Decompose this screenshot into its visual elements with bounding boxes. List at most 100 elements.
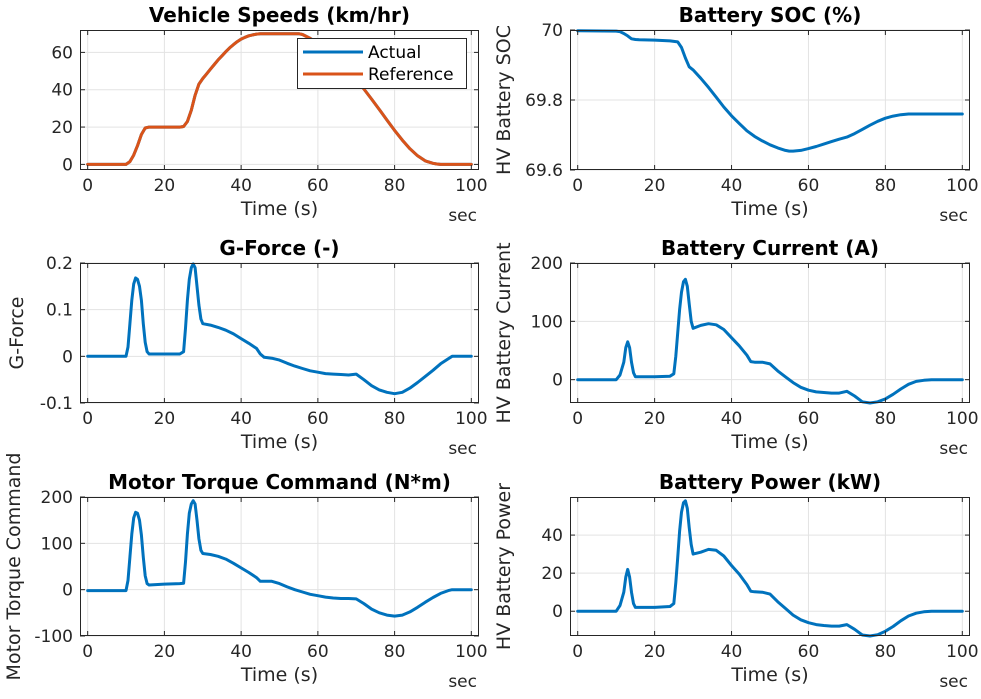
- x-tick-label: 60: [307, 176, 329, 196]
- x-axis-label: Time (s): [730, 431, 808, 453]
- series-line-soc: [576, 29, 964, 153]
- chart-torque: 0 20 40 60 80 100 -100 0 100 200 Motor Torque Comm…: [3, 453, 488, 692]
- legend-box: [297, 38, 467, 89]
- x-axis-unit: sec: [939, 206, 968, 226]
- x-tick-label: 100: [946, 176, 978, 196]
- x-axis-unit: sec: [939, 439, 968, 459]
- y-tick-label: 200: [41, 488, 73, 508]
- x-tick-label: 60: [307, 409, 329, 429]
- axes-frame: [570, 263, 970, 403]
- x-tick-label: 20: [644, 176, 666, 196]
- y-tick-label: 20: [51, 118, 73, 138]
- y-tick-label: 0.1: [46, 301, 73, 321]
- y-tick-label: 200: [531, 254, 563, 274]
- chart-current: 0 20 40 60 80 100 0 100 200 Battery Current (A) Ti…: [493, 236, 979, 459]
- y-tick-label: 0: [552, 371, 563, 391]
- x-tick-label: 40: [721, 642, 743, 662]
- x-tick-label: 80: [875, 409, 897, 429]
- series-line-reference: [86, 32, 473, 166]
- y-axis-label: HV Battery Current: [493, 242, 515, 423]
- axes-frame: [570, 497, 970, 636]
- x-tick-label: 0: [572, 176, 583, 196]
- x-tick-label: 20: [154, 642, 176, 662]
- x-tick-label: 100: [946, 642, 978, 662]
- x-tick-label: 40: [230, 176, 252, 196]
- x-axis-unit: sec: [939, 672, 968, 692]
- y-tick-label: 60: [51, 43, 73, 63]
- chart-power: 0 20 40 60 80 100 0 20 40 Battery Power (kW) Time …: [493, 470, 979, 692]
- x-tick-label: 20: [154, 176, 176, 196]
- chart-speeds: 0 20 40 60 80 100 0 20 40 60 Vehicle Speeds (km/hr…: [51, 3, 487, 226]
- x-tick-label: 100: [455, 176, 487, 196]
- chart-title: Battery Power (kW): [659, 470, 881, 494]
- y-tick-label: -0.1: [40, 394, 73, 414]
- y-tick-label: 0: [62, 155, 73, 175]
- x-tick-label: 80: [875, 642, 897, 662]
- x-tick-label: 60: [798, 642, 820, 662]
- y-axis-label: HV Battery Power: [493, 483, 515, 650]
- x-tick-label: 80: [384, 176, 406, 196]
- plot-area: [80, 263, 479, 403]
- x-tick-label: 100: [946, 409, 978, 429]
- y-tick-label: 69.6: [525, 161, 563, 181]
- x-tick-label: 80: [875, 176, 897, 196]
- y-tick-label: -100: [34, 627, 73, 647]
- y-axis-label: G-Force: [6, 297, 28, 370]
- y-tick-label: 20: [541, 564, 563, 584]
- x-tick-label: 40: [721, 409, 743, 429]
- chart-soc: 0 20 40 60 80 100 69.6 69.8 70 Battery SOC (%) Tim…: [493, 3, 979, 226]
- axes-frame: [80, 30, 479, 170]
- y-tick-label: 100: [531, 312, 563, 332]
- x-tick-label: 80: [384, 642, 406, 662]
- x-tick-label: 40: [230, 409, 252, 429]
- chart-title: Battery Current (A): [661, 236, 879, 260]
- x-tick-label: 60: [307, 642, 329, 662]
- x-tick-label: 40: [230, 642, 252, 662]
- legend-label-reference: Reference: [368, 65, 454, 85]
- y-tick-label: 40: [51, 81, 73, 101]
- series-line-gforce: [86, 262, 473, 396]
- x-axis-label: Time (s): [240, 198, 318, 220]
- y-tick-label: 0: [552, 602, 563, 622]
- plot-area: [80, 497, 479, 636]
- y-axis-label: HV Battery SOC: [493, 25, 515, 175]
- x-tick-label: 80: [384, 409, 406, 429]
- x-axis-unit: sec: [448, 206, 477, 226]
- x-axis-unit: sec: [448, 672, 477, 692]
- axes-frame: [80, 263, 479, 403]
- chart-title: Motor Torque Command (N*m): [108, 470, 451, 494]
- x-tick-label: 100: [455, 409, 487, 429]
- y-tick-label: 0: [62, 347, 73, 367]
- y-tick-label: 70: [541, 21, 563, 41]
- x-tick-label: 20: [644, 409, 666, 429]
- y-tick-label: 0.2: [46, 254, 73, 274]
- y-tick-label: 40: [541, 526, 563, 546]
- x-axis-label: Time (s): [240, 664, 318, 686]
- x-tick-label: 20: [154, 409, 176, 429]
- chart-title: G-Force (-): [219, 236, 339, 260]
- chart-gforce: 0 20 40 60 80 100 -0.1 0 0.1 0.2 G-Force (-) Time (…: [6, 236, 488, 459]
- plot-area: [570, 497, 970, 636]
- x-tick-label: 100: [455, 642, 487, 662]
- x-tick-label: 40: [721, 176, 743, 196]
- x-axis-label: Time (s): [730, 198, 808, 220]
- x-axis-label: Time (s): [240, 431, 318, 453]
- x-tick-label: 60: [798, 409, 820, 429]
- x-tick-label: 0: [572, 642, 583, 662]
- chart-title: Battery SOC (%): [679, 3, 862, 27]
- plot-area: [570, 263, 970, 403]
- y-tick-label: 100: [41, 534, 73, 554]
- axes-frame: [80, 497, 479, 636]
- chart-title: Vehicle Speeds (km/hr): [149, 3, 410, 27]
- x-axis-label: Time (s): [730, 664, 808, 686]
- y-tick-label: 69.8: [525, 91, 563, 111]
- x-tick-label: 0: [82, 642, 93, 662]
- x-tick-label: 60: [798, 176, 820, 196]
- x-tick-label: 0: [82, 409, 93, 429]
- legend-label-actual: Actual: [368, 43, 421, 63]
- x-tick-label: 0: [82, 176, 93, 196]
- y-axis-label: Motor Torque Command: [3, 453, 25, 681]
- x-tick-label: 0: [572, 409, 583, 429]
